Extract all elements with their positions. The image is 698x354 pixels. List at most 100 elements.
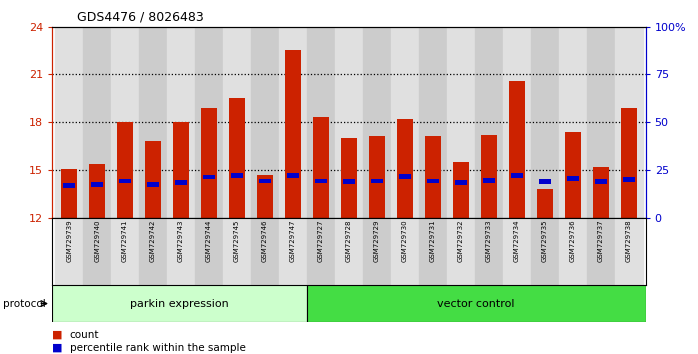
Bar	[623, 177, 634, 182]
Bar	[52, 285, 306, 322]
Bar	[175, 180, 187, 185]
Bar	[475, 27, 503, 218]
Bar	[195, 27, 223, 218]
Bar	[615, 27, 643, 218]
Bar	[145, 141, 161, 218]
Bar	[147, 182, 159, 187]
Bar	[587, 27, 615, 218]
Text: GSM729747: GSM729747	[290, 220, 296, 262]
Bar	[306, 285, 646, 322]
Bar	[510, 81, 525, 218]
Text: GSM729742: GSM729742	[150, 220, 156, 262]
Text: GSM729740: GSM729740	[94, 220, 100, 262]
Bar	[203, 175, 215, 179]
Bar	[335, 27, 363, 218]
Text: GSM729746: GSM729746	[262, 220, 268, 262]
Text: GSM729728: GSM729728	[346, 220, 352, 262]
Text: GSM729727: GSM729727	[318, 220, 324, 262]
Text: GSM729733: GSM729733	[486, 220, 492, 262]
Bar	[399, 174, 411, 179]
Bar	[251, 218, 279, 285]
Bar	[531, 218, 559, 285]
Bar	[537, 189, 553, 218]
Bar	[231, 173, 243, 178]
Text: GSM729730: GSM729730	[402, 220, 408, 262]
Text: vector control: vector control	[438, 298, 515, 309]
Bar	[285, 51, 301, 218]
Bar	[483, 178, 495, 183]
Bar	[111, 27, 139, 218]
Text: GSM729745: GSM729745	[234, 220, 240, 262]
Bar	[315, 179, 327, 183]
Bar	[195, 218, 223, 285]
Text: GSM729737: GSM729737	[598, 220, 604, 262]
Bar	[475, 218, 503, 285]
Bar	[369, 136, 385, 218]
Text: GSM729741: GSM729741	[122, 220, 128, 262]
Bar	[391, 27, 419, 218]
Bar	[559, 218, 587, 285]
Bar	[173, 122, 188, 218]
Bar	[363, 27, 391, 218]
Bar	[447, 218, 475, 285]
Bar	[371, 179, 383, 183]
Bar	[481, 135, 496, 218]
Text: GSM729736: GSM729736	[570, 220, 576, 262]
Bar	[363, 218, 391, 285]
Bar	[83, 27, 111, 218]
Text: count: count	[70, 330, 99, 339]
Bar	[531, 27, 559, 218]
Text: percentile rank within the sample: percentile rank within the sample	[70, 343, 246, 353]
Bar	[343, 179, 355, 184]
Bar	[202, 108, 217, 218]
Bar	[117, 122, 133, 218]
Bar	[341, 138, 357, 218]
Bar	[91, 182, 103, 187]
Bar	[427, 179, 439, 183]
Bar	[567, 176, 579, 181]
Bar	[447, 27, 475, 218]
Bar	[223, 218, 251, 285]
Bar	[559, 27, 587, 218]
Bar	[455, 180, 467, 185]
Bar	[258, 176, 273, 218]
Bar	[419, 218, 447, 285]
Bar	[279, 27, 307, 218]
Bar	[259, 179, 271, 183]
Bar	[595, 179, 607, 184]
Text: ■: ■	[52, 330, 63, 339]
Bar	[313, 118, 329, 218]
Bar	[55, 218, 83, 285]
Bar	[503, 27, 531, 218]
Bar	[139, 27, 167, 218]
Bar	[511, 173, 523, 178]
Text: GDS4476 / 8026483: GDS4476 / 8026483	[77, 11, 204, 24]
Bar	[335, 218, 363, 285]
Bar	[251, 27, 279, 218]
Bar	[539, 179, 551, 184]
Bar	[621, 108, 637, 218]
Text: GSM729729: GSM729729	[374, 220, 380, 262]
Bar	[230, 98, 245, 218]
Text: GSM729735: GSM729735	[542, 220, 548, 262]
Bar	[61, 169, 77, 218]
Text: parkin expression: parkin expression	[130, 298, 229, 309]
Bar	[391, 218, 419, 285]
Bar	[55, 27, 83, 218]
Text: GSM729743: GSM729743	[178, 220, 184, 262]
Bar	[119, 179, 131, 183]
Bar	[111, 218, 139, 285]
Text: GSM729739: GSM729739	[66, 220, 72, 262]
Bar	[425, 136, 440, 218]
Bar	[89, 164, 105, 218]
Text: ■: ■	[52, 343, 63, 353]
Text: protocol: protocol	[3, 298, 46, 309]
Bar	[565, 132, 581, 218]
Bar	[587, 218, 615, 285]
Bar	[453, 162, 468, 218]
Bar	[593, 167, 609, 218]
Bar	[287, 173, 299, 178]
Bar	[615, 218, 643, 285]
Text: GSM729744: GSM729744	[206, 220, 212, 262]
Bar	[397, 119, 413, 218]
